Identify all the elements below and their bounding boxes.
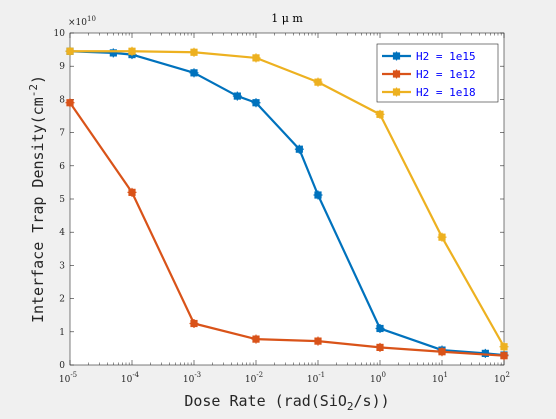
x-tick-label: 101 [432, 371, 448, 385]
y-tick-label: 5 [59, 195, 65, 205]
series-3-point [65, 46, 75, 56]
legend-label: H2 = 1e12 [416, 68, 476, 81]
series-3-point [189, 47, 199, 57]
x-axis-label-tail: /s)) [354, 392, 390, 410]
series-2-point [251, 334, 261, 344]
series-1-point [375, 323, 385, 333]
legend-label: H2 = 1e15 [416, 50, 476, 63]
series-1-point [294, 144, 304, 154]
y-tick-label: 10 [54, 29, 66, 39]
series-3-point [499, 342, 509, 352]
series-2-point [189, 319, 199, 328]
series-2-point [313, 336, 323, 346]
y-axis-label-sup: -2 [27, 84, 40, 97]
y-tick-label: 2 [59, 295, 65, 305]
series-2-point [437, 347, 447, 357]
y-tick-label: 8 [59, 95, 65, 105]
legend-marker [392, 51, 401, 61]
y-exponent-sup: 10 [87, 15, 96, 23]
x-axis-ticks: 10-5 10-4 10-3 10-2 10-1 100 101 102 [59, 33, 510, 385]
series-2-point [127, 187, 137, 197]
y-tick-label: 0 [59, 361, 65, 371]
x-tick-label: 10-4 [121, 371, 140, 385]
legend-label: H2 = 1e18 [416, 86, 476, 99]
series-2-point [65, 98, 75, 108]
y-tick-label: 1 [59, 328, 65, 338]
y-tick-label: 9 [59, 62, 65, 72]
legend: H2 = 1e15 H2 = 1e12 H2 = 1e18 [376, 43, 499, 103]
series-1-point [232, 91, 242, 101]
x-axis-label-sub: 2 [347, 400, 354, 413]
series-3-point [437, 232, 447, 242]
x-tick-label: 10-2 [245, 371, 263, 385]
chart-title: 1 μ m [271, 12, 303, 25]
series-line-3 [70, 50, 505, 348]
series-3-point [313, 77, 323, 87]
x-tick-label: 10-3 [183, 371, 201, 385]
y-axis-ticks: 0 1 2 3 4 5 6 7 8 9 10 [54, 29, 504, 371]
series-2-point [499, 351, 509, 361]
y-tick-label: 6 [59, 162, 65, 172]
series-line-2 [69, 102, 505, 357]
x-tick-label: 10-5 [59, 371, 77, 385]
series-1-point [251, 98, 261, 108]
y-tick-label: 3 [59, 261, 65, 271]
y-exponent-label: ×1010 [68, 15, 96, 28]
series-1-point [189, 68, 199, 78]
y-axis-label: Interface Trap Density(cm-2) [27, 75, 47, 323]
series-3-point [127, 46, 137, 56]
x-tick-label: 102 [494, 371, 510, 385]
x-axis-label: Dose Rate (rad(SiO2/s)) [184, 392, 389, 413]
legend-items: H2 = 1e15 H2 = 1e12 H2 = 1e18 [382, 50, 476, 99]
legend-marker [392, 69, 401, 79]
series-1-point [108, 48, 118, 58]
x-tick-label: 100 [370, 371, 386, 385]
x-tick-label: 10-1 [307, 371, 325, 385]
y-tick-label: 4 [59, 228, 65, 238]
legend-marker [392, 87, 401, 97]
series-3-point [251, 53, 261, 63]
series-layer [65, 46, 509, 361]
series-2-point [375, 342, 385, 352]
y-tick-label: 7 [59, 129, 65, 139]
series-3-point [375, 109, 385, 119]
y-axis-label-tail: ) [29, 75, 47, 84]
series-1-point [313, 190, 323, 200]
